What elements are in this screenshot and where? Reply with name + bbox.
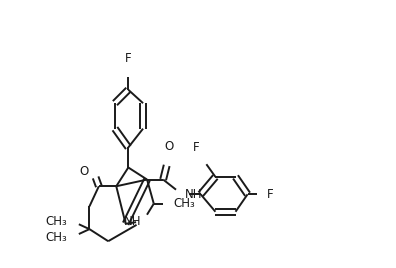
Text: CH₃: CH₃: [46, 215, 67, 228]
Text: NH: NH: [185, 188, 203, 201]
Text: F: F: [193, 141, 199, 154]
Text: CH₃: CH₃: [173, 197, 195, 210]
Text: NH: NH: [124, 215, 141, 228]
Text: CH₃: CH₃: [46, 231, 67, 244]
Text: O: O: [80, 165, 89, 178]
Text: O: O: [164, 140, 173, 153]
Text: F: F: [267, 188, 274, 201]
Text: F: F: [125, 52, 131, 65]
